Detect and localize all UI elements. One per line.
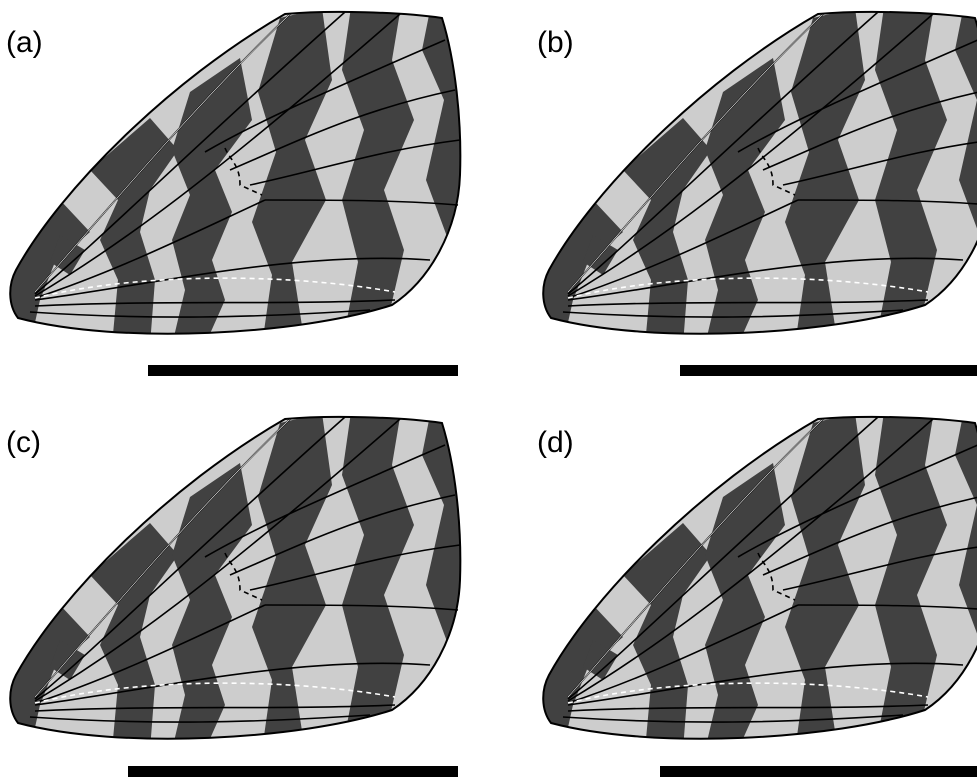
scale-bar [680,365,977,376]
wing-illustration [533,0,977,345]
panel-c: (c) [0,405,475,777]
scale-bar [148,365,458,376]
wing-illustration [0,405,475,750]
scale-bar [660,766,977,777]
panel-label: (c) [6,426,41,459]
panel-label: (a) [6,26,43,59]
panel-label: (d) [537,426,574,459]
panel-a: (a) [0,0,475,376]
wing-illustration [0,0,475,345]
panel-label: (b) [537,26,574,59]
panel-b: (b) [533,0,977,376]
scale-bar [128,766,458,777]
figure: (a) (b) (c) (d) [0,0,977,777]
panel-d: (d) [533,405,977,777]
page: (a) (b) (c) (d) (() => { const data = JS… [0,0,977,777]
wing-illustration [533,405,977,750]
